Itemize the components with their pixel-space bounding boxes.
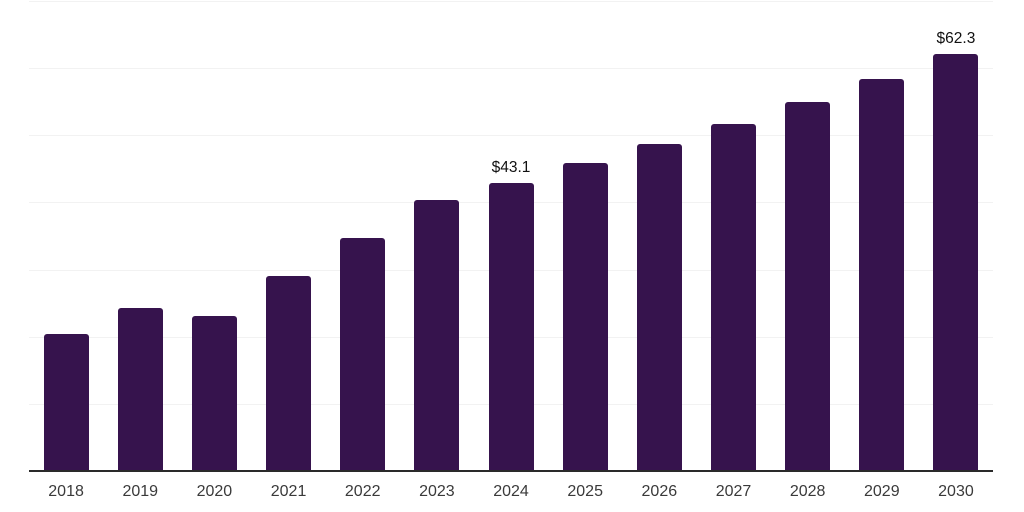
bar-2028 — [785, 102, 831, 472]
x-tick-label-2027: 2027 — [715, 483, 752, 500]
x-axis-tick-labels: 2018 2019 2020 2021 2022 2023 2024 2025 2026 2027… — [29, 484, 993, 500]
x-axis-line — [29, 470, 993, 472]
x-tick-label-2026: 2026 — [641, 483, 678, 500]
x-tick-label-2023: 2023 — [419, 483, 455, 500]
data-label-2030: $62.3 — [936, 30, 976, 48]
plot-area: $43.1 $62.3 — [29, 0, 993, 472]
bar-2025 — [562, 163, 608, 472]
x-tick-label-2025: 2025 — [567, 483, 603, 500]
bar-2026 — [636, 144, 682, 472]
x-tick-label-2028: 2028 — [789, 483, 826, 500]
x-tick-label-2030: 2030 — [938, 483, 974, 500]
bar-2018 — [43, 333, 89, 472]
x-tick-label-2020: 2020 — [196, 483, 233, 500]
gridline-50 — [29, 135, 993, 137]
bar-2029 — [859, 78, 905, 472]
x-tick-label-2021: 2021 — [270, 483, 307, 500]
bar-2027 — [710, 123, 756, 472]
bar-2020 — [191, 315, 237, 472]
bar-2023 — [414, 200, 460, 472]
bar-2019 — [117, 307, 163, 472]
bar-2024 — [488, 182, 534, 472]
bar-2022 — [340, 238, 386, 472]
x-tick-label-2024: 2024 — [493, 483, 529, 500]
x-tick-label-2018: 2018 — [48, 483, 84, 500]
x-tick-label-2019: 2019 — [122, 483, 159, 500]
x-tick-label-2029: 2029 — [864, 483, 900, 500]
bar-2030 — [933, 53, 979, 472]
bar-2021 — [266, 275, 312, 472]
gridline-60 — [29, 68, 993, 70]
x-tick-label-2022: 2022 — [344, 483, 381, 500]
gridline-70 — [29, 1, 993, 2]
data-label-2024: $43.1 — [491, 159, 531, 177]
